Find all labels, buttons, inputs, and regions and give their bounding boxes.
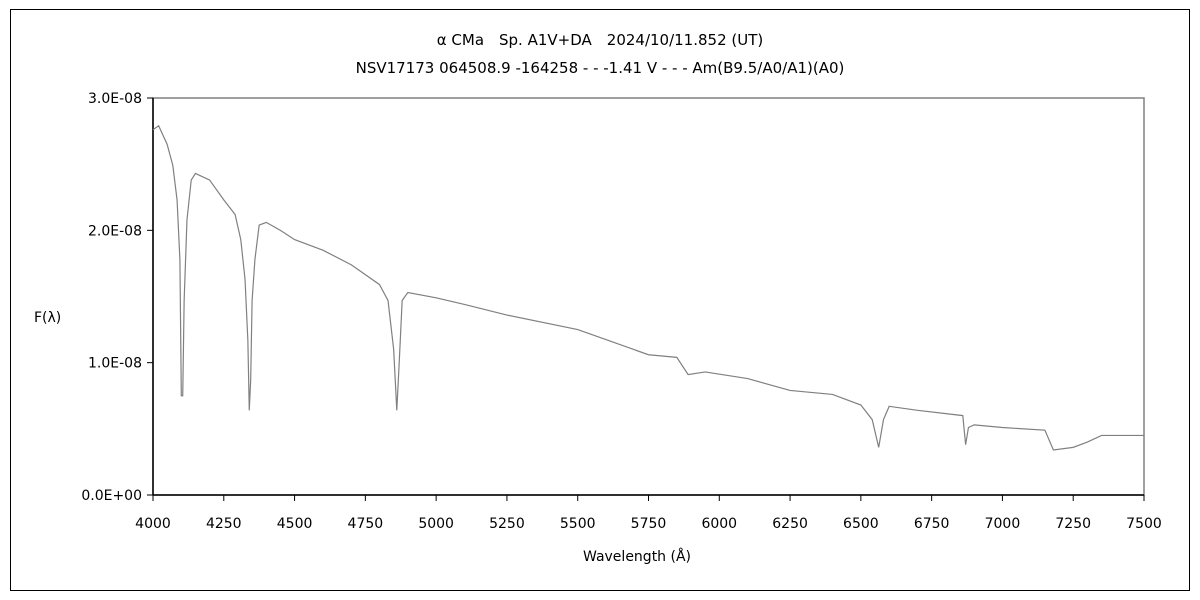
y-tick-label: 1.0E-08 — [88, 356, 142, 372]
y-tick-label: 0.0E+00 — [81, 488, 142, 504]
x-tick-label: 5750 — [631, 516, 667, 532]
x-tick-label: 5250 — [489, 516, 525, 532]
chart-title: α CMa Sp. A1V+DA 2024/10/11.852 (UT) — [436, 31, 764, 49]
x-tick-label: 6250 — [772, 516, 808, 532]
chart-frame — [10, 9, 1190, 591]
x-tick-label: 4750 — [348, 516, 384, 532]
plot-area — [152, 97, 1145, 496]
x-tick-label: 4250 — [206, 516, 242, 532]
x-tick-label: 4000 — [135, 516, 171, 532]
chart-subtitle: NSV17173 064508.9 -164258 - - -1.41 V - … — [355, 59, 845, 77]
y-tick-label: 2.0E-08 — [88, 223, 142, 239]
y-axis-label: F(λ) — [34, 310, 61, 326]
x-tick-label: 6500 — [843, 516, 879, 532]
x-tick-label: 5500 — [560, 516, 596, 532]
x-tick-label: 7000 — [985, 516, 1021, 532]
spectrum-line — [152, 124, 1144, 451]
x-tick-label: 7500 — [1126, 516, 1162, 532]
x-tick-label: 6000 — [701, 516, 737, 532]
x-tick-label: 7250 — [1055, 516, 1091, 532]
x-tick-label: 6750 — [914, 516, 950, 532]
x-tick-label: 4500 — [277, 516, 313, 532]
x-tick-label: 5000 — [418, 516, 454, 532]
y-tick-label: 3.0E-08 — [88, 91, 142, 107]
x-axis-label: Wavelength (Å) — [583, 548, 691, 565]
